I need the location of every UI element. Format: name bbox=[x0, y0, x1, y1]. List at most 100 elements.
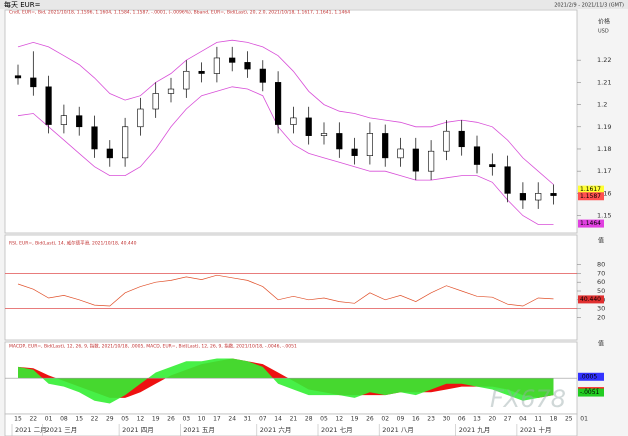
x-tick-label: 09 bbox=[397, 416, 405, 423]
value-box bbox=[578, 295, 604, 304]
candle-body bbox=[535, 193, 542, 201]
value-box-label: -.0051 bbox=[580, 389, 600, 396]
candle-body bbox=[106, 148, 113, 159]
value-box bbox=[578, 372, 604, 381]
candle-body bbox=[473, 146, 481, 165]
x-tick-label: 06 bbox=[458, 416, 466, 423]
axis-title: 值 bbox=[598, 340, 604, 348]
month-label: 2021 九月 bbox=[459, 425, 491, 434]
header-title: 每天 EUR= bbox=[4, 0, 41, 9]
candle-body bbox=[259, 68, 266, 83]
lower-band bbox=[17, 86, 554, 225]
x-tick-label: 12 bbox=[137, 416, 145, 423]
x-tick-label: 11 bbox=[534, 416, 542, 423]
month-label: 2021 五月 bbox=[183, 426, 215, 434]
x-tick-label: 30 bbox=[443, 416, 451, 423]
x-tick-label: 01 bbox=[580, 416, 588, 423]
x-tick-label: 25 bbox=[565, 416, 573, 423]
value-box bbox=[578, 219, 604, 228]
x-tick-label: 01 bbox=[45, 416, 53, 423]
candle-body bbox=[290, 117, 297, 125]
rsi-line bbox=[17, 274, 554, 307]
rsi-panel bbox=[4, 234, 578, 341]
x-tick-label: 22 bbox=[91, 416, 99, 423]
x-tick-label: 27 bbox=[504, 416, 512, 423]
candle-body bbox=[550, 193, 557, 196]
x-tick-label: 16 bbox=[412, 416, 420, 423]
value-box-label: 40.440 bbox=[580, 296, 601, 303]
candle-body bbox=[122, 126, 129, 159]
y-tick-label: 1.17 bbox=[597, 167, 611, 175]
candle-body bbox=[137, 108, 144, 128]
candle-body bbox=[30, 77, 37, 88]
y-tick-label: 1.22 bbox=[597, 56, 611, 64]
candle-body bbox=[91, 126, 98, 150]
candle-body bbox=[427, 150, 435, 172]
candle-body bbox=[443, 130, 450, 152]
candle-body bbox=[198, 70, 205, 74]
macd-area bbox=[18, 358, 554, 404]
x-tick-label: 15 bbox=[14, 416, 22, 423]
candle-body bbox=[229, 57, 236, 63]
x-tick-label: 24 bbox=[228, 416, 236, 423]
x-tick-label: 05 bbox=[121, 416, 129, 423]
month-label: 2021 三月 bbox=[46, 426, 78, 434]
y-tick-label: 1.16 bbox=[597, 189, 611, 197]
candle-body bbox=[397, 148, 404, 159]
candle-body bbox=[519, 193, 526, 201]
axis-title: 价格 bbox=[598, 18, 610, 26]
value-box-label: 1.1587 bbox=[580, 193, 601, 200]
y-tick-label: 30 bbox=[597, 305, 605, 313]
candle-body bbox=[351, 148, 358, 156]
candle-body bbox=[76, 115, 83, 128]
candle-body bbox=[14, 75, 22, 79]
x-tick-label: 19 bbox=[351, 416, 359, 423]
x-tick-label: 22 bbox=[29, 416, 37, 423]
x-tick-label: 05 bbox=[320, 416, 328, 423]
x-tick-label: 26 bbox=[366, 416, 374, 423]
candle-body bbox=[382, 133, 389, 159]
candle-body bbox=[366, 133, 374, 156]
axis-title: 值 bbox=[598, 237, 604, 245]
x-tick-label: 10 bbox=[198, 416, 206, 423]
axis-unit: USD bbox=[598, 29, 609, 35]
legend: MACDP, EUR=, Bid(Last), 12, 26, 9, 指数, 2… bbox=[9, 343, 297, 350]
upper-band bbox=[17, 39, 554, 185]
month-label: 2021 四月 bbox=[122, 426, 154, 434]
value-box bbox=[578, 185, 604, 194]
value-box-label: 1.1617 bbox=[580, 186, 601, 193]
header-bar bbox=[0, 0, 628, 9]
candle-body bbox=[244, 62, 251, 70]
month-label: 2021 二月 bbox=[15, 426, 47, 434]
x-tick-label: 03 bbox=[182, 416, 190, 423]
value-box-label: 1.1464 bbox=[580, 220, 601, 227]
month-label: 2021 十月 bbox=[520, 425, 552, 434]
x-tick-label: 31 bbox=[244, 416, 252, 423]
candle-body bbox=[45, 86, 52, 125]
y-tick-label: 80 bbox=[597, 261, 605, 269]
candle-body bbox=[213, 57, 221, 74]
candle-body bbox=[336, 133, 343, 150]
legend: RSI, EUR=, Bid(Last), 14, 威尔德平滑, 2021/10… bbox=[9, 240, 137, 247]
value-box bbox=[578, 192, 604, 201]
candle-body bbox=[305, 117, 312, 136]
candle-body bbox=[504, 166, 511, 194]
value-box-label: .0005 bbox=[580, 373, 597, 380]
y-tick-label: 60 bbox=[597, 278, 605, 286]
y-tick-label: 1.18 bbox=[597, 145, 611, 153]
legend: Cndl, EUR=, Bid, 2021/10/18, 1.1596, 1.1… bbox=[9, 10, 350, 16]
candle-body bbox=[412, 148, 419, 172]
candle-body bbox=[320, 133, 328, 136]
x-tick-label: 18 bbox=[550, 416, 558, 423]
header-range: 2021/2/9 - 2021/11/3 (GMT) bbox=[554, 3, 624, 9]
x-tick-label: 15 bbox=[75, 416, 83, 423]
candle-body bbox=[152, 93, 159, 110]
y-tick-label: 1.2 bbox=[597, 101, 607, 109]
x-tick-label: 21 bbox=[290, 416, 298, 423]
value-box bbox=[578, 388, 604, 397]
candle-body bbox=[60, 115, 67, 125]
y-tick-label: 20 bbox=[597, 313, 605, 321]
x-tick-label: 29 bbox=[106, 416, 114, 423]
x-tick-label: 20 bbox=[488, 416, 496, 423]
